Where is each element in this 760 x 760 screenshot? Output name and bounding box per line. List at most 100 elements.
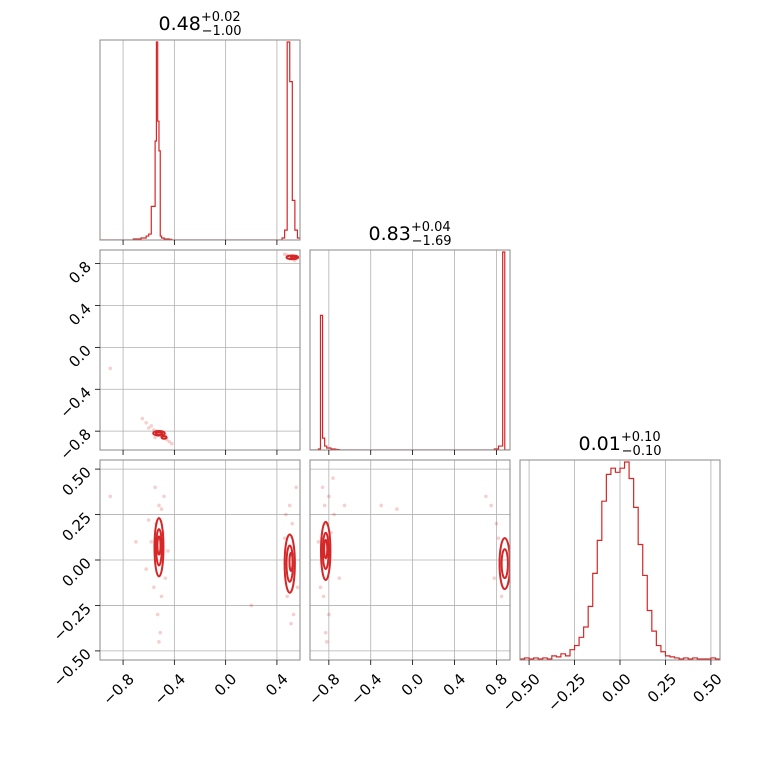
title-p0: 0.48+0.02 −1.00 (159, 10, 242, 39)
p0p2-point-11 (146, 518, 151, 522)
ticks-p11 (328, 450, 497, 455)
p0p2-contour-0 (153, 517, 165, 578)
marks-p20 (108, 485, 300, 644)
hist-p2-step (520, 461, 720, 660)
tick-label-x-p0-3: 0.4 (262, 670, 292, 700)
p0p2-point-8 (149, 540, 154, 544)
frame-p11 (309, 249, 511, 451)
ticks-p10: −0.8 −0.4 0.0 0.4 0.8 (56, 258, 278, 464)
p1p2-point-22 (484, 494, 488, 499)
p0p2-contour-2 (156, 535, 162, 556)
ticks-p21: −0.8 −0.4 0.0 0.4 0.8 (305, 660, 511, 709)
p0p2-point-18 (287, 503, 292, 508)
grid-p00 (122, 40, 278, 240)
p0p2-point-14 (144, 567, 148, 571)
p1p2-point-13 (324, 640, 329, 644)
tick-label-y-p1-0: −0.8 (56, 425, 94, 463)
p1p2-point-15 (379, 503, 384, 508)
hist-p1-step (310, 251, 510, 450)
p0p2-contour-3 (283, 533, 296, 594)
p0p2-point-7 (152, 585, 156, 590)
p1p2-point-9 (327, 494, 331, 499)
panel-hist-p2: −0.50 −0.25 0.00 0.25 0.50 0.01+0.10 −0.10 (499, 430, 726, 715)
p1p2-point-3 (327, 612, 331, 617)
p1p2-point-8 (332, 512, 336, 517)
p1p2-point-14 (342, 503, 347, 508)
p0p1-point-7 (146, 426, 151, 430)
tick-label-x-p1-1: −0.4 (347, 670, 385, 708)
p0p2-point-13 (157, 640, 161, 644)
tick-label-x-p2-0: −0.50 (499, 670, 544, 715)
p0p1-point-8 (144, 420, 148, 425)
frame-p10 (99, 249, 301, 451)
frame-p21 (309, 459, 511, 661)
p1p2-point-2 (321, 594, 326, 599)
p0p1-point-12 (149, 424, 154, 428)
p0p2-point-26 (249, 603, 254, 608)
tick-label-x-p1-0: −0.8 (305, 670, 343, 708)
panel-p0-vs-p2: −0.8 −0.4 0.0 0.4 −0.50−0.25 0.00 0.25 0.50 (50, 459, 301, 709)
tick-label-y-p2-2: 0.00 (58, 554, 94, 590)
p0p2-point-9 (163, 576, 168, 580)
tick-label-x-p0-2: 0.0 (211, 670, 241, 700)
p0p2-point-15 (162, 494, 166, 499)
p0p1-point-23 (282, 252, 287, 256)
panel-p0-vs-p1: −0.8 −0.4 0.0 0.4 0.8 (56, 249, 301, 464)
p0p1-contour-0 (152, 429, 166, 437)
ticks-p00 (122, 240, 278, 245)
grid-p21 (310, 460, 510, 660)
p1p2-point-0 (322, 503, 327, 508)
tick-label-y-p2-0: −0.50 (50, 645, 95, 690)
tick-label-y-p1-2: 0.0 (65, 341, 95, 371)
p0p2-point-25 (295, 585, 300, 590)
p0p2-point-19 (290, 521, 295, 526)
tick-label-x-p2-4: 0.50 (689, 670, 725, 706)
p1p2-point-4 (320, 485, 325, 490)
p1p2-point-12 (331, 476, 335, 480)
marks-p22 (520, 461, 720, 660)
p1p2-point-20 (492, 576, 497, 580)
p1p2-point-10 (316, 540, 321, 544)
tick-label-y-p2-4: 0.50 (58, 463, 94, 499)
tick-label-x-p1-2: 0.0 (398, 670, 428, 700)
tick-label-y-p2-1: −0.25 (50, 600, 95, 645)
frame-p00 (99, 39, 301, 241)
hist-p0-step (100, 41, 300, 240)
tick-label-y-p1-3: 0.4 (65, 300, 95, 330)
ticks-p22: −0.50 −0.25 0.00 0.25 0.50 (499, 660, 726, 715)
tick-label-y-p1-4: 0.8 (65, 258, 95, 288)
p0p1-point-11 (140, 416, 145, 421)
p0p1-point-9 (167, 439, 172, 444)
p1p2-contour-1 (321, 531, 330, 571)
grid-p20 (100, 460, 300, 660)
panel-p1-vs-p2: −0.8 −0.4 0.0 0.4 0.8 (305, 459, 511, 709)
marks-p00 (100, 41, 300, 240)
p0p1-contour-1 (154, 430, 164, 436)
p0p1-point-15 (153, 435, 157, 440)
p1p2-point-16 (395, 507, 399, 511)
p0p1-contour-4 (290, 255, 298, 260)
p0p2-point-23 (289, 621, 293, 626)
p0p2-point-22 (294, 485, 298, 490)
p0p2-point-16 (134, 540, 138, 544)
tick-label-x-p1-3: 0.4 (440, 670, 470, 700)
tick-label-x-p0-0: −0.8 (99, 670, 137, 708)
p0p2-point-20 (285, 594, 289, 599)
p1p2-point-18 (494, 521, 499, 526)
p0p2-point-24 (282, 536, 287, 540)
grid-p22 (528, 460, 712, 660)
marks-p10 (108, 252, 300, 446)
p0p2-point-27 (284, 512, 288, 517)
title-p1: 0.83+0.04 −1.69 (369, 220, 452, 249)
p0p2-point-17 (108, 494, 113, 499)
p1p2-point-19 (499, 594, 504, 599)
p0p2-point-12 (159, 507, 164, 511)
p0p1-contour-2 (160, 435, 168, 440)
p0p2-point-2 (159, 594, 164, 599)
p1p2-point-17 (489, 503, 493, 508)
p0p2-point-10 (166, 549, 170, 553)
tick-label-x-p2-2: 0.00 (598, 670, 634, 706)
p0p2-point-4 (153, 485, 157, 490)
p1p2-point-21 (496, 536, 501, 540)
